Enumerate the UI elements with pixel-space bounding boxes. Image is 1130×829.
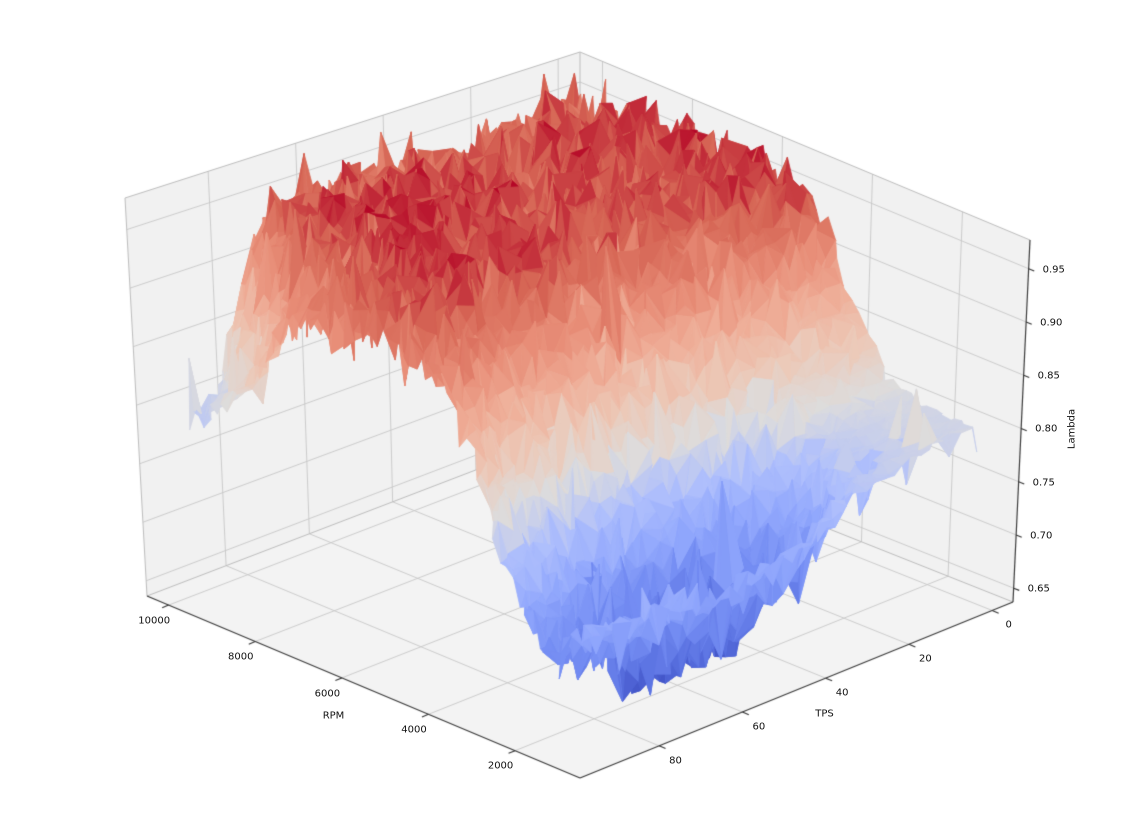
x-tick-label: 4000	[401, 724, 427, 736]
z-tick-label: 0.70	[1030, 530, 1053, 542]
y-tick-label: 80	[669, 755, 682, 767]
x-tick-label: 10000	[138, 615, 171, 627]
z-tick-label: 0.65	[1027, 583, 1050, 595]
y-tick-label: 40	[835, 687, 849, 699]
z-tick-label: 0.75	[1032, 477, 1055, 489]
x-tick-label: 8000	[228, 651, 254, 663]
x-axis-label: RPM	[322, 710, 345, 722]
z-tick-label: 0.85	[1037, 370, 1060, 382]
y-tick-label: 0	[1005, 619, 1012, 631]
z-tick-label: 0.95	[1042, 264, 1065, 276]
y-tick-label: 60	[752, 721, 766, 733]
z-tick-label: 0.80	[1035, 423, 1058, 435]
z-tick-label: 0.90	[1040, 317, 1063, 329]
x-tick-label: 6000	[314, 688, 341, 700]
y-axis-label: TPS	[815, 708, 834, 720]
y-tick-label: 20	[918, 653, 932, 665]
z-axis-label: Lambda	[1066, 408, 1077, 450]
x-tick-label: 2000	[487, 760, 514, 772]
